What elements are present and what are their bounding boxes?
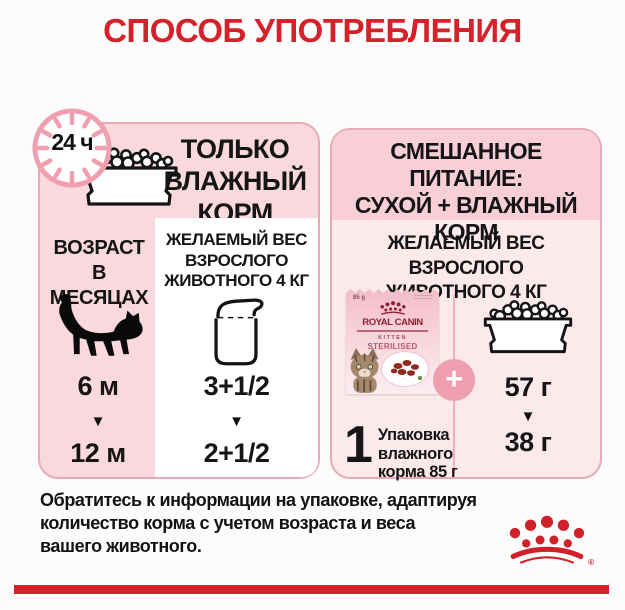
pouch-kitten-photo xyxy=(350,347,379,393)
pouch-weight-label: 85 g xyxy=(353,295,366,301)
24h-clock-icon: 24 ч xyxy=(30,106,114,190)
arrow-down-icon: ▼ xyxy=(520,408,536,425)
wet-portion-end: 2+1/2 xyxy=(203,438,270,468)
registered-mark: ® xyxy=(588,558,594,567)
plus-icon: + xyxy=(433,359,475,401)
wet-pack-callout: 1 Упаковка влажного корма 85 г xyxy=(344,416,458,482)
arrow-down-icon: ▼ xyxy=(90,413,106,430)
pouch-brand-label: ROYAL CANIN xyxy=(362,317,423,328)
mixed-feeding-header: СМЕШАННОЕ ПИТАНИЕ: СУХОЙ + ВЛАЖНЫЙ КОРМ xyxy=(332,130,600,245)
bottom-accent-bar xyxy=(14,585,609,594)
clock-label: 24 ч xyxy=(51,129,93,155)
pouch-divider xyxy=(357,330,428,332)
wet-pouch-icon xyxy=(214,298,264,366)
pack-count-value: 1 xyxy=(344,416,373,474)
kitten-silhouette-icon xyxy=(59,293,143,356)
wet-portions-box: ЖЕЛАЕМЫЙ ВЕС ВЗРОСЛОГО ЖИВОТНОГО 4 КГ 3+… xyxy=(155,218,318,477)
age-in-months-label: ВОЗРАСТ В МЕСЯЦАХ xyxy=(49,237,149,309)
wet-portion-start: 3+1/2 xyxy=(203,371,270,401)
wet-only-panel: ТОЛЬКО ВЛАЖНЫЙ КОРМ ВОЗРАСТ В МЕСЯЦАХ 6 … xyxy=(38,122,320,479)
age-start-value: 6 м xyxy=(77,371,120,401)
dry-amount-start: 57 г xyxy=(504,372,552,402)
pouch-range-label: KITTEN xyxy=(378,335,407,341)
mixed-feeding-panel: СМЕШАННОЕ ПИТАНИЕ: СУХОЙ + ВЛАЖНЫЙ КОРМ … xyxy=(330,128,602,482)
pouch-crown-icon xyxy=(379,301,406,315)
target-weight-note: ЖЕЛАЕМЫЙ ВЕС ВЗРОСЛОГО ЖИВОТНОГО 4 КГ xyxy=(164,230,309,291)
food-bowl-icon xyxy=(483,300,573,354)
dry-amount-end: 38 г xyxy=(504,427,552,457)
product-pouch-image: 85 g ROYAL CANIN KITTEN STERILISED xyxy=(346,288,439,394)
age-end-value: 12 м xyxy=(70,438,126,468)
mixed-feeding-heading: СМЕШАННОЕ ПИТАНИЕ: СУХОЙ + ВЛАЖНЫЙ КОРМ xyxy=(354,138,578,246)
pouch-product-name: STERILISED xyxy=(367,342,418,351)
pack-label: Упаковка влажного корма 85 г xyxy=(377,426,458,482)
pouch-food-plate xyxy=(382,352,428,386)
clock-face-icon xyxy=(32,108,112,188)
pouch-fineprint xyxy=(414,295,432,301)
wet-only-heading: ТОЛЬКО ВЛАЖНЫЙ КОРМ xyxy=(163,134,307,228)
page-title: СПОСОБ УПОТРЕБЛЕНИЯ xyxy=(103,12,522,49)
footer-disclaimer: Обратитесь к информации на упаковке, ада… xyxy=(40,490,477,557)
target-weight-note: ЖЕЛАЕМЫЙ ВЕС ВЗРОСЛОГО ЖИВОТНОГО 4 КГ xyxy=(385,233,547,304)
arrow-down-icon: ▼ xyxy=(229,413,244,430)
royal-canin-crown-logo: ® xyxy=(502,513,594,575)
